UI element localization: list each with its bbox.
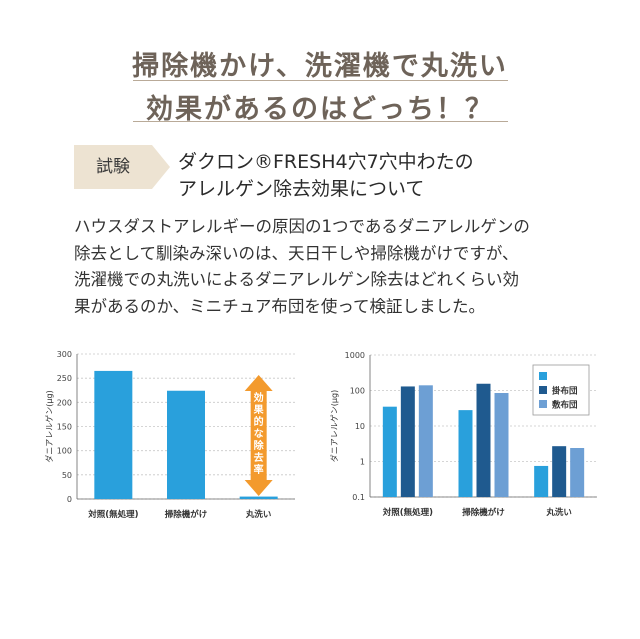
legend-swatch [539, 372, 547, 380]
bar [400, 386, 415, 497]
badge-shape [74, 145, 170, 189]
page-title-line1: 掃除機かけ、洗濯機で丸洗い [132, 51, 508, 82]
description-text: ハウスダストアレルギーの原因の1つであるダニアレルゲンの 除去として馴染み深いの… [74, 214, 574, 320]
y-tick-label: 100 [57, 447, 72, 456]
y-tick-label: 1 [360, 458, 365, 467]
bar [94, 370, 133, 499]
y-axis-label: ダニアレルゲン(μg) [329, 390, 339, 462]
description-line: 洗濯機での丸洗いによるダニアレルゲン除去はどれくらい効 [74, 270, 520, 289]
x-tick-label: 掃除機がけ [165, 509, 208, 520]
left-bar-chart: 0 50 100 150 200 250 300 対照(無処理) 掃除機がけ 丸洗い 効果的な除去率… [44, 350, 295, 520]
legend-label: 掛布団 [552, 386, 578, 397]
y-tick-label: 250 [57, 374, 72, 383]
y-axis-label: ダニアレルゲン(μg) [44, 390, 54, 462]
annotation-char: 的 [254, 415, 264, 428]
bar [534, 465, 549, 497]
x-tick-label: 丸洗い [245, 509, 272, 520]
section-heading-line2: アレルゲン除去効果について [178, 178, 425, 200]
bar [239, 496, 278, 499]
y-tick-label: 150 [57, 423, 72, 432]
description-line: ハウスダストアレルギーの原因の1つであるダニアレルゲンの [74, 217, 530, 236]
title-divider-bottom [133, 121, 508, 122]
annotation-char: 去 [254, 451, 264, 464]
y-tick-label: 0.1 [352, 493, 365, 502]
legend-label: 敷布団 [552, 400, 578, 411]
y-tick-label: 1000 [345, 351, 365, 360]
annotation-char: 効 [254, 391, 264, 404]
bar [494, 393, 509, 497]
annotation-char: 除 [254, 439, 265, 452]
title-divider-top [133, 80, 508, 81]
y-tick-label: 100 [350, 387, 365, 396]
y-tick-label: 0 [67, 495, 72, 504]
legend-swatch [539, 386, 547, 394]
x-tick-label: 対照(無処理) [382, 507, 433, 518]
x-tick-label: 掃除機がけ [462, 507, 505, 518]
annotation-char: 果 [253, 404, 265, 416]
bar [382, 406, 397, 497]
bar [476, 383, 491, 497]
annotation-char: 率 [254, 463, 264, 476]
x-tick-label: 丸洗い [545, 507, 572, 518]
legend-swatch [539, 400, 547, 408]
page-title-line2: 効果があるのはどっち！？ [146, 94, 494, 125]
x-tick-label: 対照(無処理) [87, 509, 138, 520]
bar [570, 448, 585, 497]
description-line: 果があるのか、ミニチュア布団を使って検証しました。 [74, 296, 486, 316]
bar [167, 390, 205, 499]
y-tick-label: 200 [57, 398, 72, 407]
section-heading-line1: ダクロン®FRESH4穴7穴中わたの [178, 151, 474, 173]
double-arrow-icon [244, 375, 273, 496]
y-tick-label: 300 [57, 350, 72, 359]
bar [418, 385, 433, 497]
bar [458, 410, 473, 497]
bar [552, 446, 567, 497]
description-line: 除去として馴染み深いのは、天日干しや掃除機がけですが、 [74, 243, 519, 263]
y-tick-label: 10 [355, 422, 365, 431]
y-tick-label: 50 [62, 471, 72, 480]
badge-label: 試験 [96, 157, 130, 177]
annotation-char: な [254, 428, 264, 440]
